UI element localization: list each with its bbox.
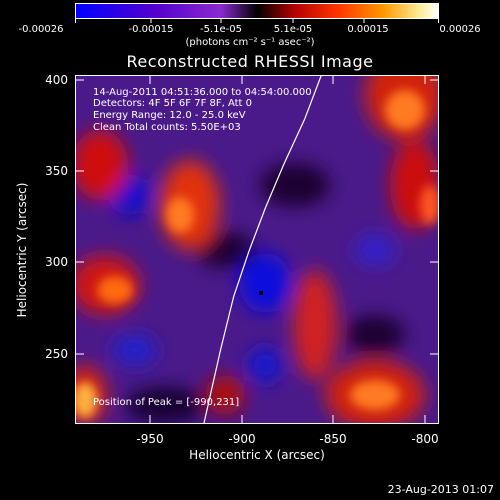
info-time-range: 14-Aug-2011 04:51:36.000 to 04:54:00.000 (93, 87, 312, 98)
colorbar (75, 3, 439, 19)
colorbar-tick-label: 0.00015 (347, 24, 389, 35)
info-total-counts: Clean Total counts: 5.50E+03 (93, 122, 241, 133)
peak-marker (259, 291, 263, 295)
y-tick-label: 250 (45, 347, 68, 361)
heatmap-hotspots (75, 90, 439, 418)
colorbar-tickmarks (75, 19, 439, 23)
axis-tickmarks (75, 75, 439, 424)
colorbar-units: (photons cm⁻² s⁻¹ asec⁻²) (185, 37, 315, 48)
x-tick-label: -800 (411, 432, 439, 446)
timestamp: 23-Aug-2013 01:07 (387, 483, 494, 496)
x-tick-label: -900 (228, 432, 256, 446)
colorbar-tick-label: 5.1e-05 (273, 24, 313, 35)
x-tick-label: -850 (319, 432, 347, 446)
y-tick-label: 300 (45, 255, 68, 269)
colorbar-tick-label: -5.1e-05 (200, 24, 242, 35)
info-peak-position: Position of Peak = [-990,231] (93, 397, 240, 408)
colorbar-tick-label: 0.00026 (439, 24, 481, 35)
solar-limb-curve (203, 75, 322, 424)
colorbar-tick-label: -0.00015 (128, 24, 174, 35)
colorbar-tick-label: -0.00026 (18, 24, 64, 35)
info-detectors: Detectors: 4F 5F 6F 7F 8F, Att 0 (93, 98, 253, 109)
info-energy-range: Energy Range: 12.0 - 25.0 keV (93, 110, 246, 121)
y-axis-label: Heliocentric Y (arcsec) (15, 182, 29, 318)
y-tick-label: 400 (45, 73, 68, 87)
y-tick-label: 350 (45, 164, 68, 178)
x-axis-label: Heliocentric X (arcsec) (189, 448, 325, 462)
heatmap-plot (75, 75, 439, 424)
plot-frame (75, 75, 439, 424)
chart-title: Reconstructed RHESSI Image (126, 52, 374, 71)
x-tick-label: -950 (136, 432, 164, 446)
